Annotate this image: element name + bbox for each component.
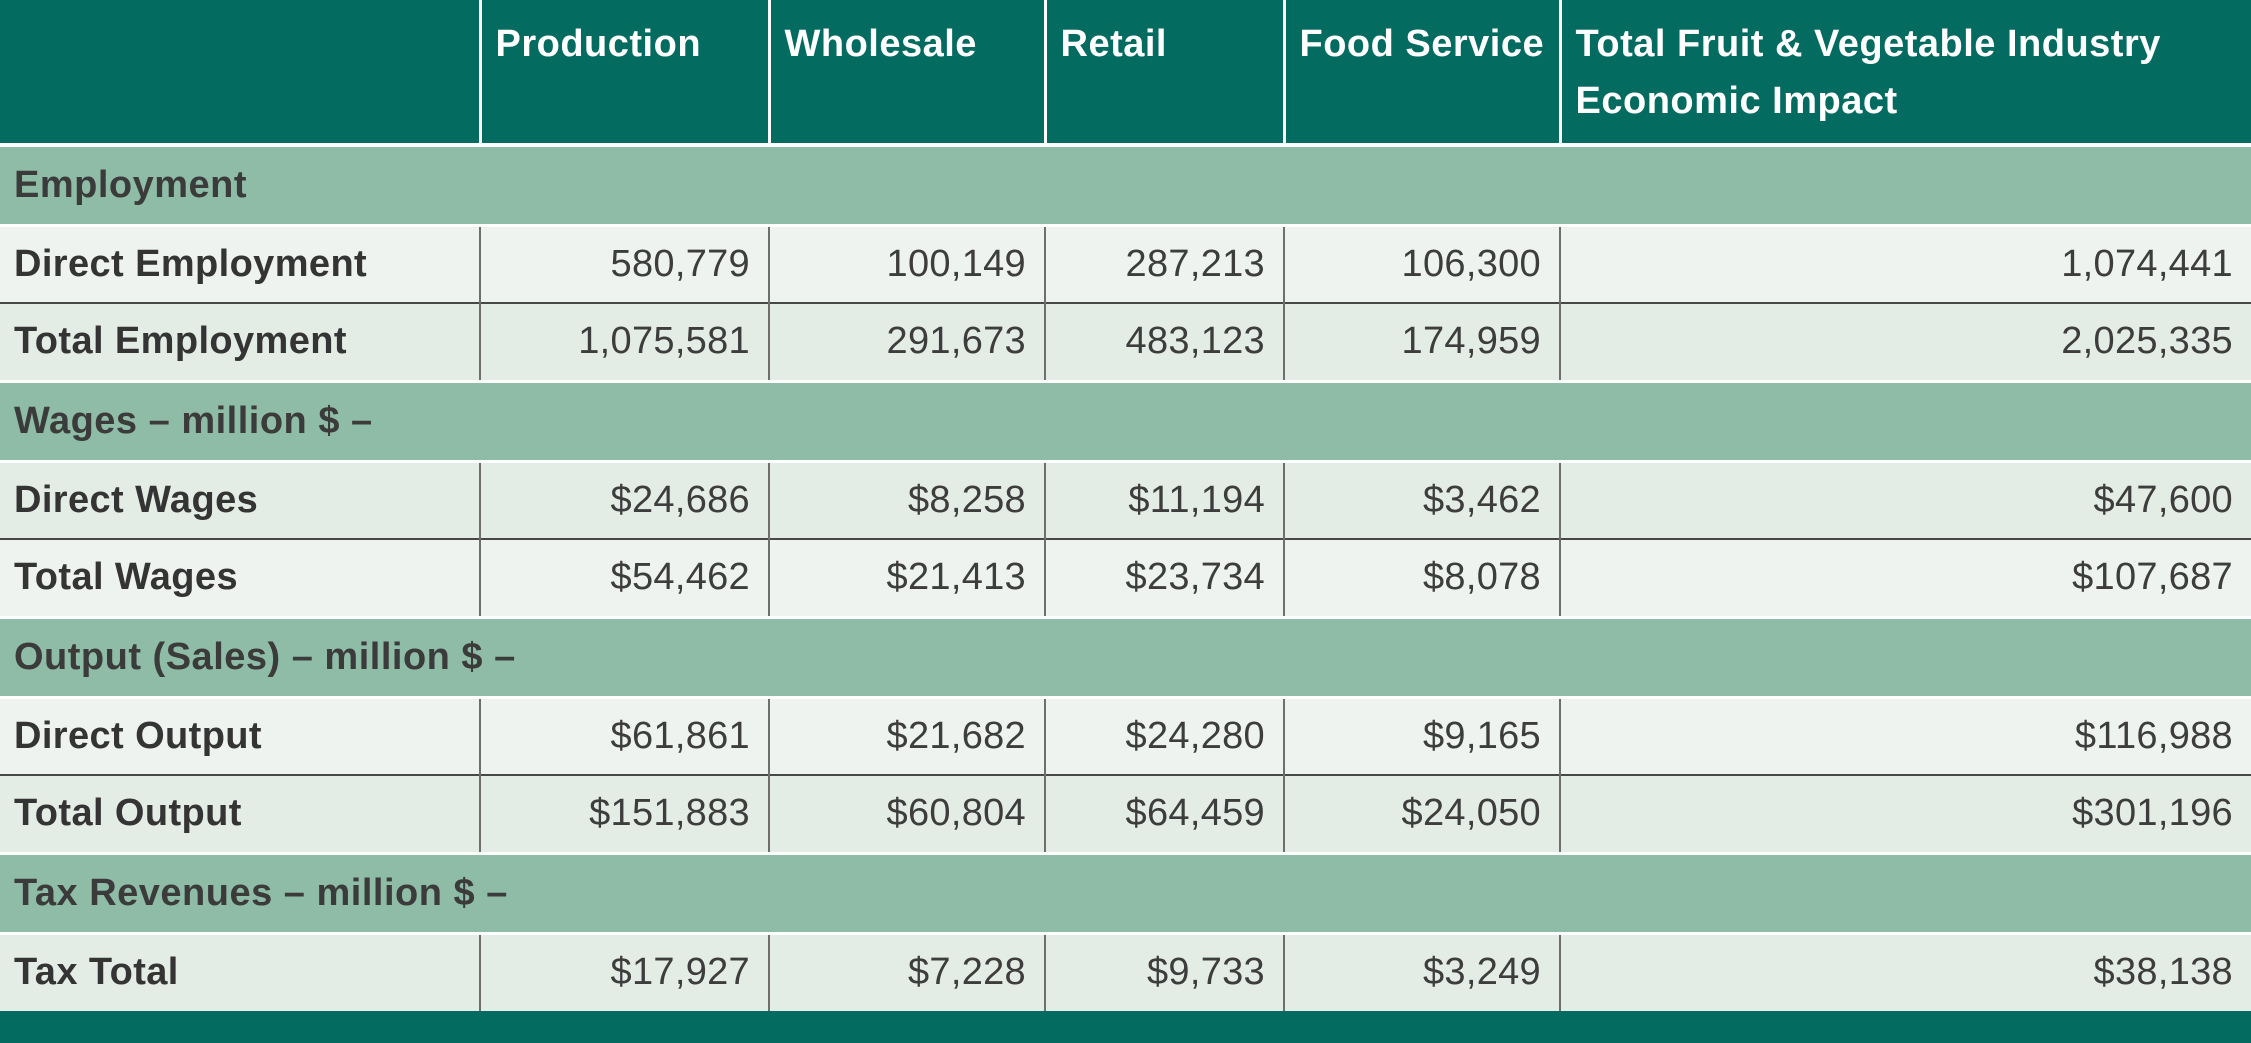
- value-cell: $9,165: [1283, 697, 1560, 775]
- bottom-teal-strip: [0, 1011, 2251, 1043]
- value-cell: $61,861: [479, 697, 769, 775]
- value-cell: $24,686: [479, 461, 769, 539]
- column-header-total-impact: Total Fruit & Vegetable Industry Economi…: [1558, 0, 2251, 147]
- value-cell: $8,258: [768, 461, 1045, 539]
- value-cell: $107,687: [1559, 538, 2251, 617]
- value-cell: 1,074,441: [1559, 225, 2251, 303]
- header-row: Production Wholesale Retail Food Service…: [0, 0, 2251, 147]
- value-cell: $8,078: [1283, 538, 1560, 617]
- section-row: Tax Revenues – million $ –: [0, 851, 2251, 935]
- value-cell: $64,459: [1044, 774, 1284, 853]
- table-row: Tax Total $17,927 $7,228 $9,733 $3,249 $38,13…: [0, 933, 2251, 1011]
- value-cell: $24,050: [1283, 774, 1560, 853]
- value-cell: 483,123: [1044, 302, 1284, 381]
- section-title: Tax Revenues – million $ –: [0, 851, 2251, 935]
- value-cell: $21,413: [768, 538, 1045, 617]
- value-cell: $301,196: [1559, 774, 2251, 853]
- value-cell: $7,228: [768, 933, 1045, 1011]
- table-row: Direct Output $61,861 $21,682 $24,280 $9,165…: [0, 697, 2251, 775]
- row-label: Total Wages: [0, 538, 480, 617]
- value-cell: 580,779: [479, 225, 769, 303]
- column-header-empty: [0, 0, 480, 147]
- data-table: Production Wholesale Retail Food Service…: [0, 0, 2251, 1011]
- value-cell: $60,804: [768, 774, 1045, 853]
- section-row: Output (Sales) – million $ –: [0, 615, 2251, 699]
- value-cell: $3,249: [1283, 933, 1560, 1011]
- row-label: Direct Employment: [0, 225, 480, 303]
- section-title: Wages – million $ –: [0, 379, 2251, 463]
- value-cell: $11,194: [1044, 461, 1284, 539]
- table-row: Total Output $151,883 $60,804 $64,459 $24,05…: [0, 774, 2251, 853]
- value-cell: $116,988: [1559, 697, 2251, 775]
- value-cell: $38,138: [1559, 933, 2251, 1011]
- value-cell: $151,883: [479, 774, 769, 853]
- value-cell: $47,600: [1559, 461, 2251, 539]
- value-cell: 106,300: [1283, 225, 1560, 303]
- table-row: Total Wages $54,462 $21,413 $23,734 $8,078 $1…: [0, 538, 2251, 617]
- value-cell: $9,733: [1044, 933, 1284, 1011]
- value-cell: $24,280: [1044, 697, 1284, 775]
- value-cell: $17,927: [479, 933, 769, 1011]
- section-title: Output (Sales) – million $ –: [0, 615, 2251, 699]
- row-label: Direct Output: [0, 697, 480, 775]
- table-row: Direct Employment 580,779 100,149 287,213 10…: [0, 225, 2251, 303]
- column-header-wholesale: Wholesale: [767, 0, 1045, 147]
- value-cell: 174,959: [1283, 302, 1560, 381]
- row-label: Tax Total: [0, 933, 480, 1011]
- table-row: Direct Wages $24,686 $8,258 $11,194 $3,462 $4…: [0, 461, 2251, 539]
- row-label: Total Output: [0, 774, 480, 853]
- value-cell: $23,734: [1044, 538, 1284, 617]
- value-cell: 100,149: [768, 225, 1045, 303]
- value-cell: $54,462: [479, 538, 769, 617]
- column-header-retail: Retail: [1043, 0, 1284, 147]
- section-row: Wages – million $ –: [0, 379, 2251, 463]
- section-row: Employment: [0, 143, 2251, 227]
- value-cell: $21,682: [768, 697, 1045, 775]
- row-label: Direct Wages: [0, 461, 480, 539]
- row-label: Total Employment: [0, 302, 480, 381]
- value-cell: 2,025,335: [1559, 302, 2251, 381]
- value-cell: 1,075,581: [479, 302, 769, 381]
- section-title: Employment: [0, 143, 2251, 227]
- value-cell: $3,462: [1283, 461, 1560, 539]
- column-header-food-service: Food Service: [1282, 0, 1560, 147]
- table-row: Total Employment 1,075,581 291,673 483,123 1…: [0, 302, 2251, 381]
- value-cell: 287,213: [1044, 225, 1284, 303]
- column-header-production: Production: [478, 0, 769, 147]
- value-cell: 291,673: [768, 302, 1045, 381]
